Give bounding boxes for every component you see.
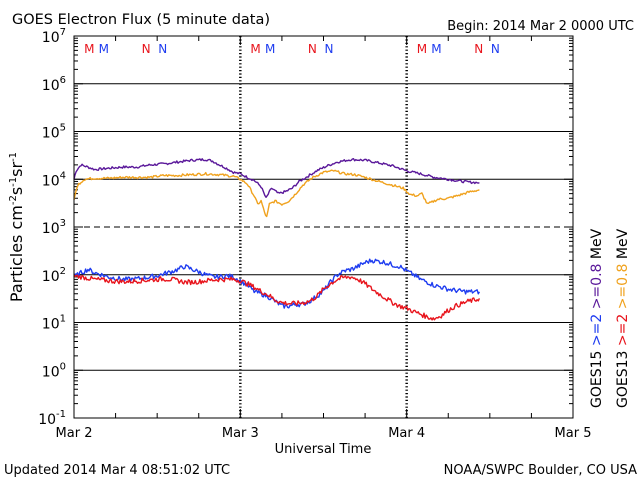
flare-marker: N <box>491 42 500 56</box>
x-tick-label: Mar 2 <box>56 426 93 441</box>
credit-label: NOAA/SWPC Boulder, CO USA <box>444 463 637 478</box>
flare-marker: M <box>417 42 427 56</box>
x-tick-label: Mar 4 <box>388 426 425 441</box>
flare-marker: M <box>250 42 260 56</box>
flare-marker: N <box>158 42 167 56</box>
y-tick-label: 105 <box>42 123 66 142</box>
flare-marker: N <box>474 42 483 56</box>
chart-title: GOES Electron Flux (5 minute data) <box>12 12 270 28</box>
series-line-2 <box>73 169 480 218</box>
y-tick-label: 103 <box>42 218 66 237</box>
flare-marker: N <box>325 42 334 56</box>
y-tick-label: 102 <box>42 266 66 285</box>
updated-timestamp: Updated 2014 Mar 4 08:51:02 UTC <box>4 463 230 478</box>
series-line-4 <box>73 274 481 321</box>
y-tick-label: 106 <box>42 75 66 94</box>
legend-goes15: GOES15 >=2 >=0.8 MeV <box>589 228 605 408</box>
legend-entry: >=2 <box>589 314 605 351</box>
x-tick-labels: Mar 2 Mar 3 Mar 4 Mar 5 <box>56 426 592 441</box>
legend-entry: GOES15 <box>589 351 605 408</box>
flare-marker: M <box>265 42 275 56</box>
legend-entry: GOES13 <box>615 351 631 408</box>
legend-entry: >=0.8 <box>615 264 631 314</box>
legend-entry: MeV <box>589 228 605 263</box>
flare-marker: M <box>99 42 109 56</box>
legend-entry: >=2 <box>615 314 631 351</box>
series-layer <box>73 157 481 321</box>
flare-marker: M <box>84 42 94 56</box>
legend-entry: MeV <box>615 228 631 263</box>
y-tick-label: 100 <box>42 361 66 380</box>
legend-goes13: GOES13 >=2 >=0.8 MeV <box>615 228 631 408</box>
flare-marker: M <box>431 42 441 56</box>
legend-entry: >=0.8 <box>589 264 605 314</box>
x-tick-label: Mar 3 <box>222 426 259 441</box>
plot-frame <box>73 35 574 419</box>
y-tick-label: 107 <box>42 27 66 46</box>
y-tick-label: 10-1 <box>38 409 66 428</box>
flare-marker: N <box>142 42 151 56</box>
begin-date-label: Begin: 2014 Mar 2 0000 UTC <box>447 19 634 34</box>
y-axis-label: Particles cm-2s-1sr-1 <box>7 152 26 302</box>
y-tick-labels: 107 106 105 104 103 102 101 100 10-1 <box>38 27 66 428</box>
x-axis-label: Universal Time <box>275 442 372 457</box>
flare-marker: N <box>308 42 317 56</box>
y-tick-label: 104 <box>42 170 66 189</box>
y-tick-label: 101 <box>42 314 66 333</box>
series-line-1 <box>73 157 480 199</box>
x-tick-label: Mar 5 <box>555 426 592 441</box>
